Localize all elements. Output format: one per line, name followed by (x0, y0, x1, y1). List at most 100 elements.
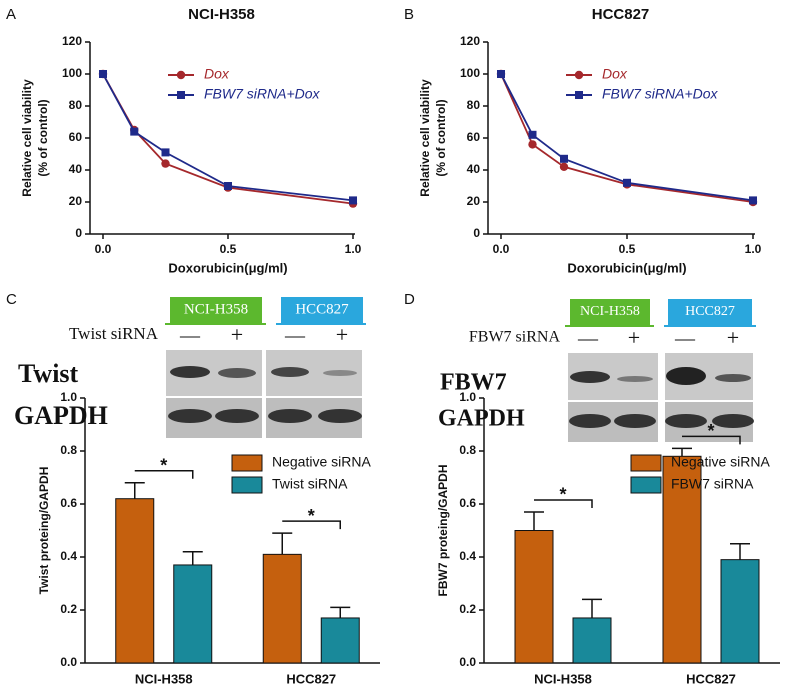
sign: — (179, 325, 201, 347)
significance-label: * (308, 506, 315, 526)
x-tick-label: 0.0 (95, 242, 112, 256)
x-tick-label: HCC827 (286, 671, 336, 686)
band (617, 376, 653, 382)
legend-label: Twist siRNA (272, 476, 348, 492)
band (712, 414, 754, 428)
y-tick-label: 1.0 (459, 390, 476, 404)
y-tick-label: 100 (460, 66, 480, 80)
y-axis-label: (% of control) (36, 99, 50, 176)
band (570, 371, 610, 383)
y-tick-label: 40 (467, 162, 481, 176)
panel-letter: A (6, 6, 16, 23)
y-axis-label: (% of control) (434, 99, 448, 176)
x-axis-label: Doxorubicin(μg/ml) (168, 260, 287, 275)
y-tick-label: 60 (467, 130, 481, 144)
marker (559, 162, 569, 171)
marker (99, 70, 107, 78)
bar (572, 617, 612, 664)
y-tick-label: 80 (69, 98, 83, 112)
bar (115, 498, 155, 664)
band (715, 374, 751, 382)
bar (514, 530, 554, 664)
y-tick-label: 0.6 (459, 496, 476, 510)
legend-label: Negative siRNA (272, 454, 371, 470)
band (168, 409, 212, 423)
x-tick-label: 0.5 (619, 242, 636, 256)
row-label: GAPDH (14, 401, 108, 430)
group-label: HCC827 (295, 301, 349, 317)
y-tick-label: 20 (467, 194, 481, 208)
y-tick-label: 0.0 (459, 655, 476, 669)
sign: + (231, 322, 243, 347)
marker (497, 70, 505, 78)
marker (224, 182, 232, 190)
legend-label: Dox (204, 66, 230, 82)
y-tick-label: 0.0 (60, 655, 77, 669)
band (170, 366, 210, 378)
chart-title: NCI-H358 (188, 6, 255, 23)
x-axis-label: Doxorubicin(μg/ml) (567, 260, 686, 275)
marker (528, 130, 537, 139)
legend-marker (574, 70, 584, 80)
group-box (170, 297, 262, 323)
legend-marker (177, 91, 185, 99)
sign: — (674, 328, 696, 350)
x-tick-label: 0.5 (220, 242, 237, 256)
group-box (570, 299, 650, 325)
group-box (281, 297, 363, 323)
legend-label: FBW7 siRNA (671, 476, 754, 492)
y-tick-label: 120 (62, 34, 82, 48)
row-label: FBW7 (440, 370, 507, 396)
y-tick-label: 40 (69, 162, 83, 176)
legend-label: FBW7 siRNA+Dox (204, 86, 321, 102)
marker (161, 159, 170, 168)
x-tick-label: NCI-H358 (534, 671, 592, 686)
y-tick-label: 0.4 (459, 549, 476, 563)
y-tick-label: 0.8 (459, 443, 476, 457)
legend-marker (575, 91, 583, 99)
y-tick-label: 0.8 (60, 443, 77, 457)
y-tick-label: 100 (62, 66, 82, 80)
band (666, 367, 706, 385)
y-axis-label: Relative cell viability (418, 79, 432, 197)
sign: + (336, 322, 348, 347)
y-axis-label: FBW7 proteing/GAPDH (436, 465, 450, 597)
y-tick-label: 0.4 (60, 549, 77, 563)
y-tick-label: 120 (460, 34, 480, 48)
sign: + (727, 325, 739, 350)
y-tick-label: 1.0 (60, 390, 77, 404)
sign: — (577, 328, 599, 350)
group-label: HCC827 (685, 304, 735, 319)
significance-bracket (682, 435, 741, 445)
y-axis-label: Relative cell viability (20, 79, 34, 197)
panel-letter: B (404, 6, 414, 23)
treatment-label: Twist siRNA (69, 324, 159, 343)
significance-label: * (559, 485, 566, 505)
marker (528, 140, 537, 149)
legend-swatch (231, 476, 263, 494)
x-tick-label: 1.0 (345, 242, 362, 256)
y-axis-label: Twist proteing/GAPDH (37, 467, 51, 595)
y-tick-label: 0.6 (60, 496, 77, 510)
significance-label: * (707, 421, 714, 441)
bar (262, 553, 302, 664)
legend-swatch (630, 476, 662, 494)
band (271, 367, 309, 377)
band (215, 409, 259, 423)
significance-bracket (534, 499, 593, 508)
y-tick-label: 0 (473, 226, 480, 240)
group-box (668, 299, 752, 325)
legend-swatch (630, 454, 662, 472)
band (218, 368, 256, 378)
panel-letter: D (404, 291, 415, 308)
y-tick-label: 0.2 (60, 602, 77, 616)
legend-label: FBW7 siRNA+Dox (602, 86, 719, 102)
x-tick-label: HCC827 (686, 671, 736, 686)
legend-label: Dox (602, 66, 628, 82)
group-label: NCI-H358 (184, 301, 248, 317)
legend-label: Negative siRNA (671, 454, 770, 470)
bar (320, 617, 360, 664)
chart-title: HCC827 (592, 6, 650, 23)
row-label: GAPDH (438, 406, 525, 432)
